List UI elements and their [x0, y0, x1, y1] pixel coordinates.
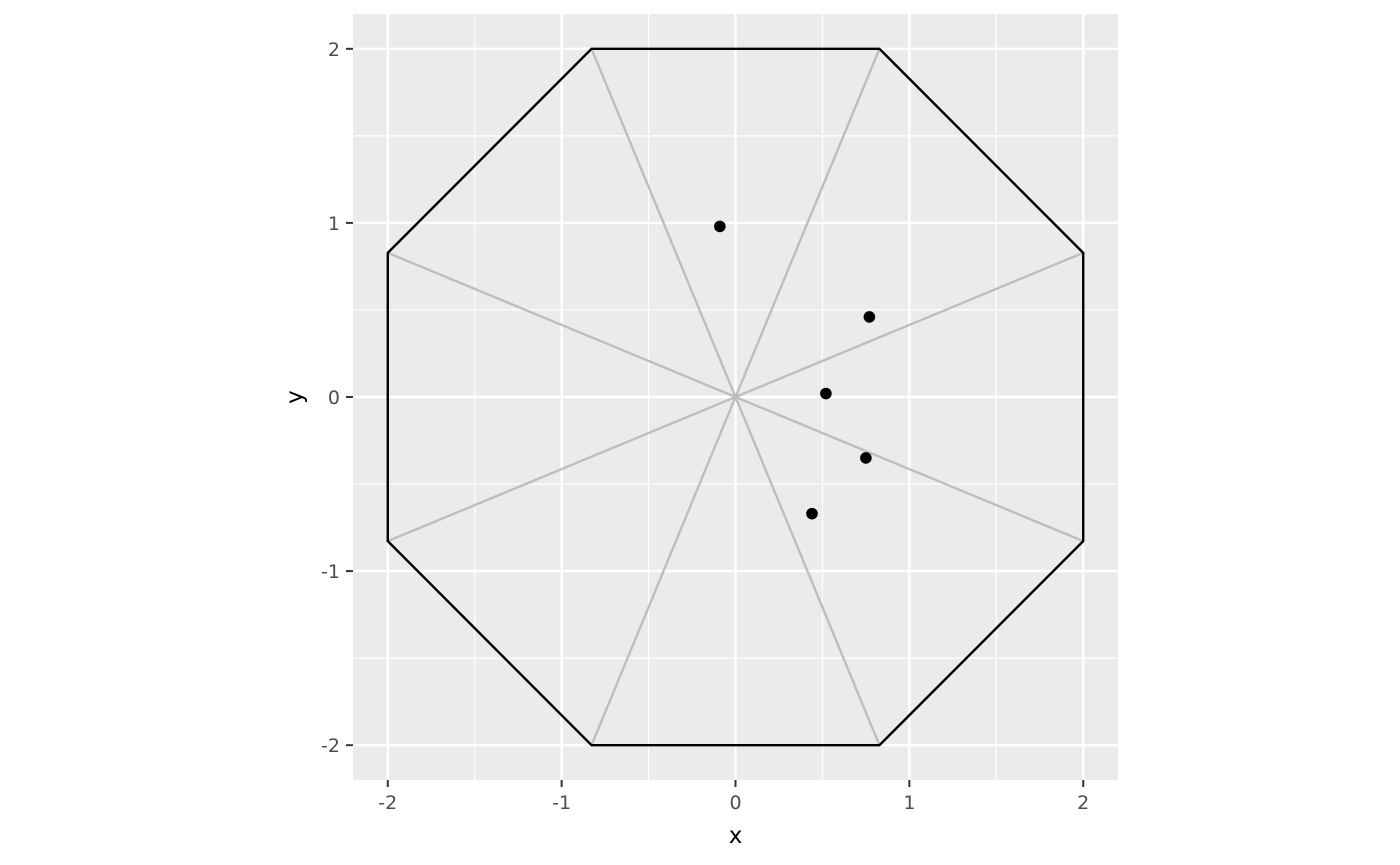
y-tick-label: -1	[321, 561, 340, 583]
spoke-line	[735, 395, 1084, 543]
y-axis-title: y	[282, 390, 308, 404]
spoke-line	[387, 395, 736, 543]
data-point	[820, 387, 832, 400]
x-axis-title: x	[729, 823, 743, 849]
y-tick-label: -2	[321, 735, 340, 757]
y-axis: -2 -1 0 1 2	[321, 39, 353, 757]
octagon-outline	[386, 47, 1085, 747]
data-point	[860, 452, 872, 464]
spoke-line	[590, 48, 737, 398]
data-point	[806, 507, 818, 520]
x-tick-label: 2	[1077, 792, 1089, 814]
x-tick-label: 1	[903, 792, 915, 814]
data-points	[714, 220, 876, 520]
spoke-line	[735, 251, 1084, 399]
spoke-line	[387, 251, 736, 399]
octagon-spokes	[387, 48, 1084, 746]
y-tick-label: 1	[328, 213, 340, 235]
y-tick-label: 0	[328, 387, 340, 409]
y-tick-label: 2	[328, 39, 340, 61]
x-tick-label: 0	[729, 792, 741, 814]
spoke-line	[734, 396, 881, 746]
x-tick-label: -2	[378, 792, 397, 814]
spoke-line	[734, 48, 881, 398]
data-point	[863, 311, 876, 323]
spoke-line	[590, 396, 737, 746]
x-axis: -2 -1 0 1 2	[378, 780, 1089, 814]
data-point	[714, 220, 726, 233]
x-tick-label: -1	[552, 792, 571, 814]
